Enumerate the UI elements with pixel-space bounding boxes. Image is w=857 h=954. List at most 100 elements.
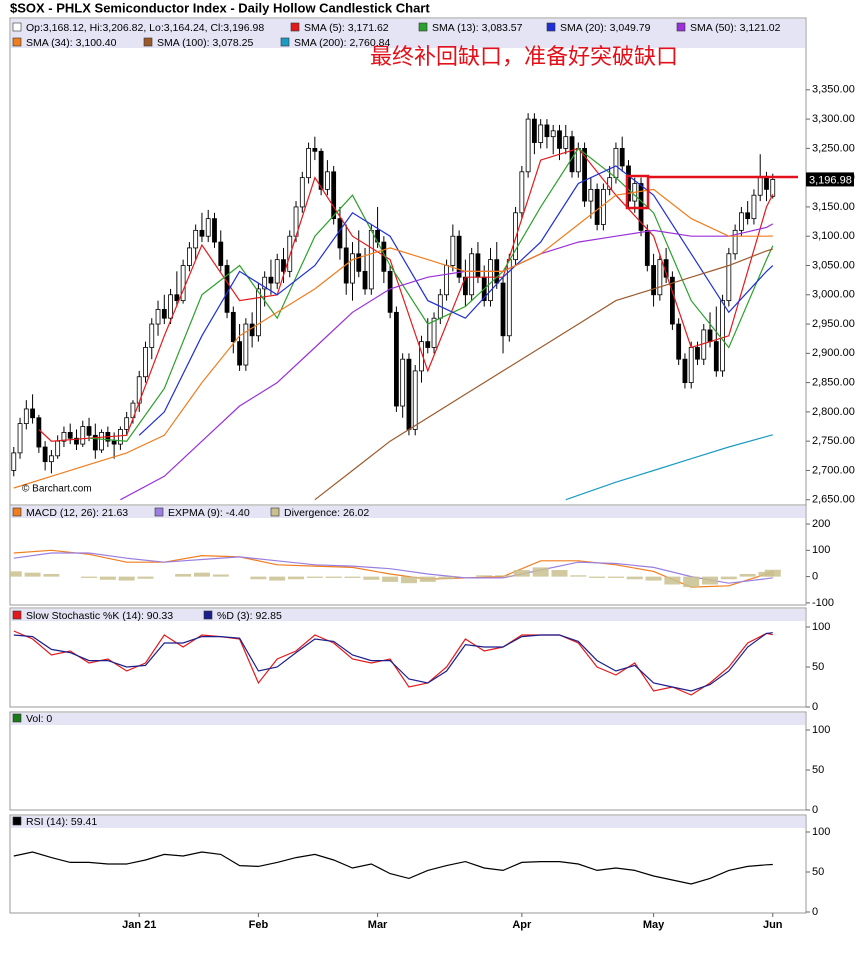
histogram-bar [193,572,210,577]
candle-body [695,347,700,360]
legend-label: %D (3): 92.85 [217,610,282,622]
candle-body [48,455,54,463]
last-price-box [806,172,854,187]
plot-area [11,113,776,501]
y-tick-label: 2,700.00 [812,464,855,476]
series-line [565,434,773,501]
candle-body [644,229,650,266]
candle-body [669,276,675,325]
candle-body [312,147,318,152]
candle-body [626,165,631,202]
candle-body [237,341,242,366]
annotation: 最终补回缺口，准备好突破缺口 [370,45,678,70]
histogram-bar [43,573,60,577]
candle-body [707,329,713,343]
legend-label: SMA (200): 2,760.84 [294,37,390,49]
legend-swatch [203,610,213,620]
histogram-bar [363,576,380,580]
legend-band [11,506,805,518]
legend-swatch [546,22,556,32]
legend-swatch [12,610,22,620]
candle-body [186,247,192,266]
legend-label: SMA (100): 3,078.25 [157,37,253,49]
histogram-bar [607,576,624,578]
candle-body [124,417,130,430]
y-tick-label: 100 [812,621,830,633]
candle-body [738,212,744,231]
y-tick-label: 50 [812,866,824,878]
y-tick-label: 2,950.00 [812,318,855,330]
y-tick-label: 200 [812,518,830,530]
candle-body [80,426,86,445]
candle-body [67,431,73,439]
candle-body [688,347,694,384]
legend-swatch [12,22,22,32]
y-tick-label: 100 [812,724,830,736]
candle-body [350,253,355,284]
plot-area [13,630,773,696]
histogram-bar [212,574,229,577]
candle-body [600,188,606,225]
histogram-bar [99,576,116,580]
x-tick-label: May [643,919,665,931]
histogram-bar [24,572,41,577]
candle-body [387,270,393,313]
candle-body [180,265,186,302]
candle-body [281,259,286,272]
series-line [13,188,773,489]
candle-body [331,171,337,220]
candle-body [619,147,625,167]
legend-label: SMA (5): 3,171.62 [304,22,389,34]
candle-body [682,358,688,384]
histogram-bar [683,576,700,588]
y-tick-label: 50 [812,764,824,776]
histogram-bar [10,571,22,577]
series-line [13,851,773,885]
histogram-bar [626,576,643,580]
histogram-bar [570,575,587,577]
histogram-bar [269,576,286,581]
candle-body [488,259,493,302]
legend-swatch [676,22,686,32]
candle-body [531,118,537,143]
legend-label: Vol: 0 [26,713,52,725]
x-tick-label: Apr [512,919,532,931]
histogram-bar [382,576,399,582]
candle-body [23,408,29,425]
histogram-bar [325,576,342,578]
y-tick-label: 100 [812,826,830,838]
candle-body [450,235,456,266]
legend-label: SMA (50): 3,121.02 [690,22,781,34]
y-tick-label: 0 [812,906,818,918]
candle-body [161,309,167,319]
candle-body [651,265,656,296]
candle-body [713,341,719,372]
x-tick-label: Mar [368,919,388,931]
histogram-bar [438,576,455,580]
candle-body [726,253,732,302]
candle-body [550,130,556,138]
candle-body [588,188,594,202]
candle-body [11,452,17,471]
candle-body [74,437,79,445]
last-price-label: 3,196.98 [809,174,852,186]
histogram-bar [137,576,154,579]
candle-body [17,423,23,454]
legend-swatch [143,37,153,47]
plot-area [13,851,773,885]
histogram-bar [645,576,662,581]
legend-label: Op:3,168.12, Hi:3,206.82, Lo:3,164.24, C… [26,22,264,34]
candle-body [299,177,305,208]
legend-label: MACD (12, 26): 21.63 [26,507,128,519]
plot-area [10,549,781,588]
candle-body [500,282,506,337]
y-tick-label: 2,900.00 [812,347,855,359]
series-line [314,248,773,501]
y-tick-label: 3,150.00 [812,201,855,213]
histogram-bar [288,576,305,580]
y-tick-label: 2,750.00 [812,435,855,447]
legend-swatch [12,507,22,517]
histogram-bar [551,570,568,577]
